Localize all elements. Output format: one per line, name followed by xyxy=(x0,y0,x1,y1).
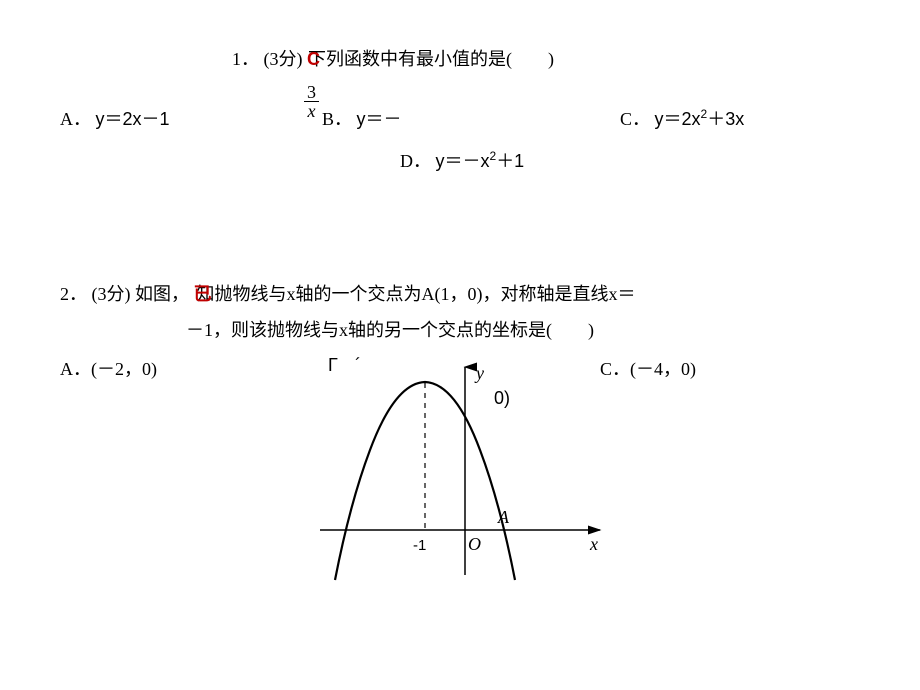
q2-number: 2． xyxy=(60,284,87,304)
optD-label: D． xyxy=(400,151,431,171)
fraction-den: x xyxy=(304,102,319,122)
q1-stem-text: 下列函数中有最小值的是( ) xyxy=(308,49,554,69)
q1-number: 1． xyxy=(232,49,259,69)
optA-label: A． xyxy=(60,109,91,129)
question-2-stem-line1: 2． (3分) 如图， 已知抛物线与x轴的一个交点为A(1，0)，对称轴是直线x… xyxy=(60,280,636,306)
q2-prefix: 如图， xyxy=(135,284,189,304)
question-2-stem-line2: －1，则该抛物线与x轴的另一个交点的坐标是( ) xyxy=(186,316,594,342)
q2-points: (3分) xyxy=(92,284,131,304)
fraction-num: 3 xyxy=(304,83,319,102)
point-a-label: A xyxy=(497,507,510,527)
q1-points: (3分) xyxy=(264,49,303,69)
option-a: A． y＝2x－1 xyxy=(60,105,170,131)
optA-expr: y＝2x－1 xyxy=(96,109,170,129)
option-a-q2: A．(－2，0) xyxy=(60,355,157,381)
option-d: D． y＝－x2＋1 xyxy=(400,147,524,173)
x-axis-label: x xyxy=(589,534,598,554)
optB-expr: y＝－ xyxy=(357,109,402,129)
optB-label: B． xyxy=(322,109,352,129)
tick-minus1: -1 xyxy=(413,537,426,554)
y-axis-label: y xyxy=(474,363,484,383)
parabola-graph: y x O -1 A xyxy=(300,355,620,585)
q2-stem-text1: 知抛物线与x轴的一个交点为A(1，0)，对称轴是直线x＝ xyxy=(197,284,636,304)
question-1-stem: 1． (3分) C下列函数中有最小值的是( ) xyxy=(232,45,554,71)
option-b: B． y＝－ xyxy=(322,105,402,131)
optC-label: C． xyxy=(620,109,650,129)
q2-answer-mark: 已 xyxy=(194,284,212,304)
origin-label: O xyxy=(468,534,481,554)
q1-answer-mark: C xyxy=(307,49,320,69)
option-c: C． y＝2x2＋3x xyxy=(620,105,744,131)
q1-fraction: 3 x xyxy=(304,83,319,122)
